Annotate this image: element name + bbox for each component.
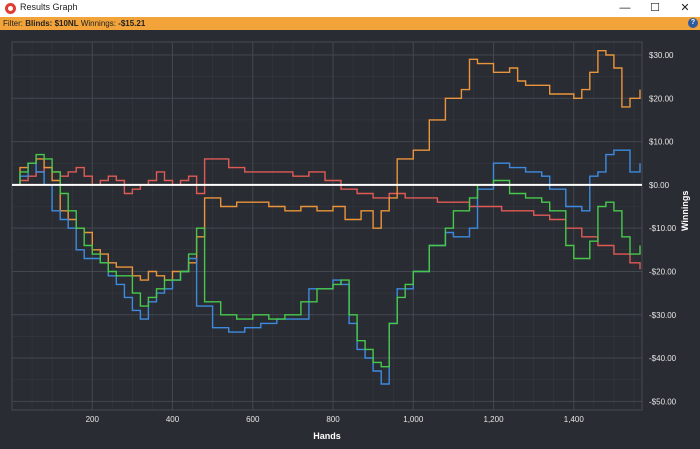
- blinds-filter: Blinds: $10NL: [25, 19, 79, 28]
- x-tick-label: 600: [246, 415, 260, 424]
- minimize-button[interactable]: —: [619, 2, 631, 14]
- results-line-chart: 200 400 600 800 1,000 1,200 1,400 $30.00 $20.00 $…: [11, 41, 690, 441]
- y-tick-label: $10.00: [649, 138, 674, 147]
- series-line-2: [12, 50, 641, 281]
- y-tick-label: -$30.00: [649, 311, 677, 320]
- winnings-value: -$15.21: [118, 19, 146, 28]
- y-axis-title: Winnings: [680, 191, 690, 231]
- filter-summary: Filter: Blinds: $10NL Winnings: -$15.21: [3, 19, 145, 28]
- winnings-label: Winnings:: [80, 19, 116, 28]
- series-line-3: [12, 149, 641, 385]
- series-line-4: [12, 153, 641, 368]
- y-tick-label: $0.00: [649, 181, 670, 190]
- x-tick-label: 1,000: [403, 415, 424, 424]
- filter-label: Filter:: [3, 19, 23, 28]
- x-tick-label: 1,200: [484, 415, 505, 424]
- help-icon[interactable]: ?: [688, 18, 698, 28]
- y-tick-label: -$50.00: [649, 397, 677, 406]
- x-tick-label: 800: [326, 415, 340, 424]
- x-axis-title: Hands: [313, 431, 341, 441]
- plot-border: [11, 41, 643, 411]
- series-line-1: [12, 158, 641, 270]
- maximize-button[interactable]: ☐: [650, 2, 660, 14]
- y-tick-label: -$40.00: [649, 354, 677, 363]
- title-bar: Results Graph — ☐ ✕: [0, 0, 700, 17]
- close-button[interactable]: ✕: [680, 2, 690, 14]
- window-title: Results Graph: [20, 2, 78, 12]
- y-tick-label: -$10.00: [649, 224, 677, 233]
- x-tick-label: 400: [166, 415, 180, 424]
- x-tick-label: 200: [86, 415, 100, 424]
- filter-bar: Filter: Blinds: $10NL Winnings: -$15.21 …: [0, 17, 700, 30]
- x-tick-label: 1,400: [564, 415, 585, 424]
- app-logo-icon: [5, 3, 16, 14]
- results-graph-panel: 200 400 600 800 1,000 1,200 1,400 $30.00 $20.00 $…: [0, 30, 700, 449]
- y-tick-label: $20.00: [649, 94, 674, 103]
- y-tick-label: $30.00: [649, 51, 674, 60]
- y-tick-label: -$20.00: [649, 267, 677, 276]
